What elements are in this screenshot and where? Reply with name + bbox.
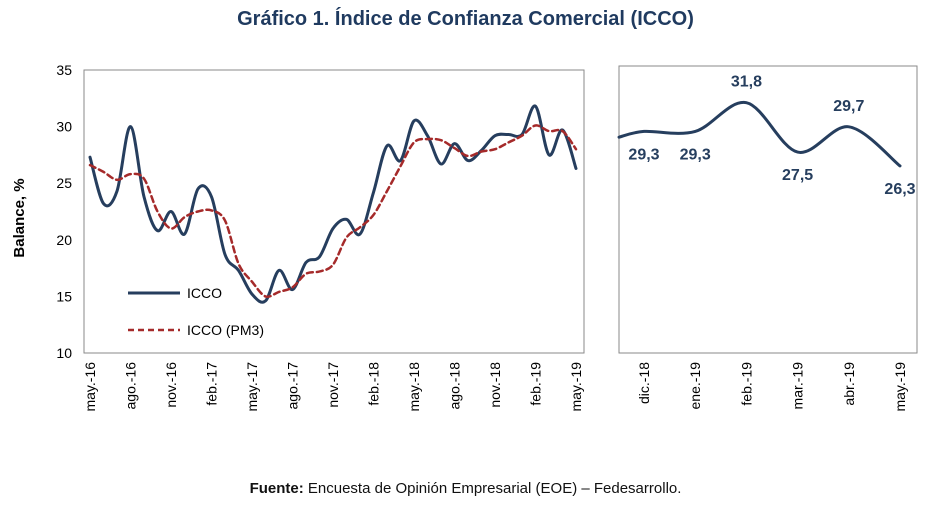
x-tick-label: ago.-16 [123,362,139,410]
x-tick-label: nov.-17 [325,362,341,408]
x-tick-label: may.-16 [82,362,98,412]
x-tick-label: feb.-19 [738,362,754,406]
legend-icco-label: ICCO [187,285,222,301]
y-tick-label: 35 [56,62,72,78]
x-tick-label: abr.-19 [841,362,857,406]
legend-pm3-label: ICCO (PM3) [187,322,264,338]
data-label: 29,3 [680,146,711,163]
data-label: 26,3 [884,181,915,198]
x-tick-label: nov.-18 [487,362,503,408]
x-tick-label: dic.-18 [636,362,652,404]
y-tick-label: 25 [56,175,72,191]
chart-title: Gráfico 1. Índice de Confianza Comercial… [237,8,694,30]
data-label: 31,8 [731,74,762,91]
y-tick-label: 20 [56,232,72,248]
x-tick-label: nov.-16 [163,362,179,408]
right-plot-frame [618,65,918,354]
y-tick-label: 30 [56,119,72,135]
x-tick-label: may.-19 [568,362,584,412]
x-tick-label: ago.-18 [447,362,463,410]
x-tick-label: feb.-17 [204,362,220,406]
left-plot-frame [83,69,585,354]
y-axis-label: Balance, % [11,178,28,257]
y-tick-label: 10 [56,345,72,361]
x-tick-label: ago.-17 [285,362,301,410]
series-icco-line [88,104,578,304]
source-note: Fuente: Encuesta de Opinión Empresarial … [0,480,931,497]
x-tick-label: mar.-19 [790,362,806,410]
y-tick-label: 15 [56,288,72,304]
x-tick-label: feb.-19 [528,362,544,406]
x-tick-label: may.-19 [892,362,908,412]
x-tick-label: ene.-19 [687,362,703,410]
x-tick-label: may.-17 [244,362,260,412]
data-label: 29,7 [833,98,864,115]
series-icco-pm3-line [88,124,578,299]
data-label: 29,3 [628,146,659,163]
data-label: 27,5 [782,167,813,184]
x-tick-label: feb.-18 [366,362,382,406]
x-tick-label: may.-18 [406,362,422,412]
series-icco-recent-line [617,101,902,168]
source-label: Fuente: [249,480,304,497]
source-text: Encuesta de Opinión Empresarial (EOE) – … [303,480,682,497]
